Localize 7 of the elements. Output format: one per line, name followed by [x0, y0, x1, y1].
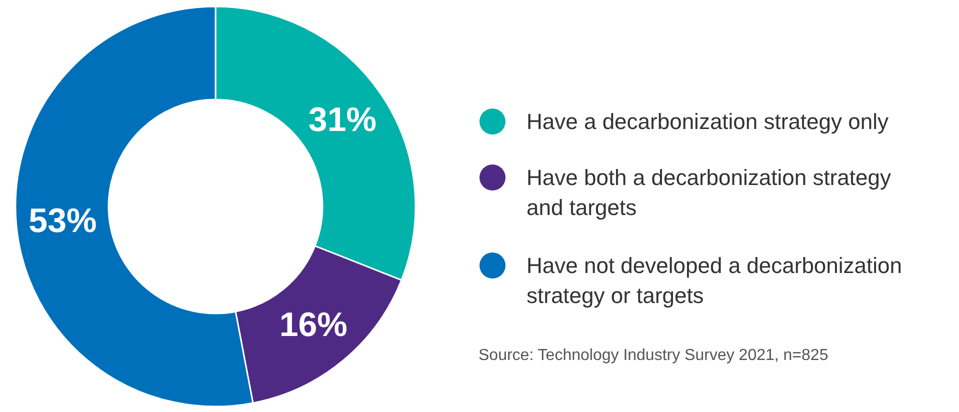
- legend-label: Have not developed a decarbonization strategy or targets: [526, 253, 902, 308]
- source-note: Source: Technology Industry Survey 2021, n=825: [478, 347, 828, 364]
- data-label: 31%: [308, 101, 376, 140]
- data-label: 53%: [28, 202, 97, 240]
- legend-label: Have a decarbonization strategy only: [526, 109, 888, 134]
- legend-label: Have both a decarbonization strategy and targets: [526, 165, 891, 220]
- data-label: 16%: [279, 306, 348, 344]
